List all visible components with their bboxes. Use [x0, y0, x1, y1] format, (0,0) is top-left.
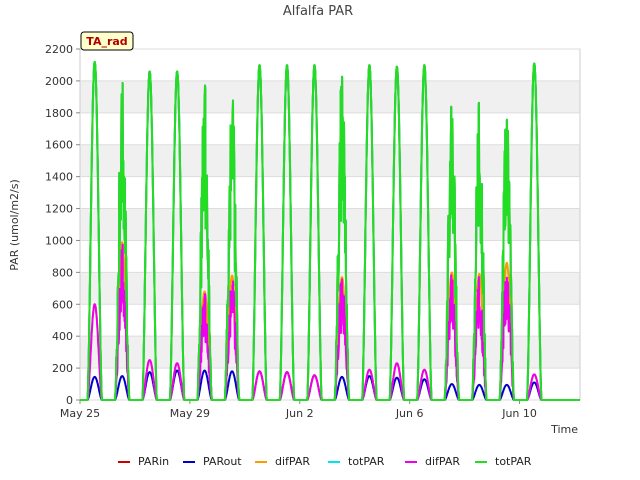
legend-item-3: totPAR — [328, 455, 385, 468]
band — [80, 336, 580, 369]
band — [80, 176, 580, 209]
x-tick-label: May 25 — [60, 407, 100, 420]
y-tick-label: 2200 — [45, 43, 73, 56]
y-tick-label: 1600 — [45, 139, 73, 152]
band — [80, 208, 580, 241]
x-tick-label: May 29 — [170, 407, 210, 420]
band — [80, 272, 580, 305]
legend-item-4: difPAR — [405, 455, 460, 468]
legend-label: difPAR — [425, 455, 460, 468]
band — [80, 304, 580, 337]
legend-label: difPAR — [275, 455, 310, 468]
badge-label: TA_rad — [86, 35, 127, 48]
y-tick-label: 1400 — [45, 171, 73, 184]
legend-label: totPAR — [495, 455, 532, 468]
legend: PARin PARout difPAR totPAR difPAR totPAR — [118, 455, 532, 468]
plot-background — [80, 49, 580, 400]
x-tick-label: Jun 2 — [285, 407, 314, 420]
band — [80, 112, 580, 145]
series-layer — [79, 61, 581, 401]
legend-item-1: PARout — [183, 455, 242, 468]
y-tick-label: 800 — [52, 266, 73, 279]
y-axis: 0 200 400 600 800 1000 1200 1400 1600 1800 2000 220… — [45, 43, 580, 407]
x-axis-label: Time — [550, 423, 578, 436]
band — [80, 80, 580, 113]
series-line-totpar-5 — [79, 61, 581, 401]
y-tick-label: 1200 — [45, 203, 73, 216]
chart-title: Alfalfa PAR — [283, 4, 353, 19]
x-axis: May 25 May 29 Jun 2 Jun 6 Jun 10 — [60, 400, 537, 420]
y-axis-label: PAR (umol/m2/s) — [8, 179, 21, 271]
y-tick-label: 400 — [52, 330, 73, 343]
y-tick-label: 1800 — [45, 107, 73, 120]
y-tick-label: 0 — [66, 394, 73, 407]
y-tick-label: 200 — [52, 362, 73, 375]
legend-label: PARin — [138, 455, 169, 468]
legend-label: PARout — [203, 455, 242, 468]
legend-item-5: totPAR — [475, 455, 532, 468]
ta-rad-badge: TA_rad — [80, 31, 134, 51]
band — [80, 144, 580, 177]
y-tick-label: 600 — [52, 298, 73, 311]
y-tick-label: 2000 — [45, 75, 73, 88]
band — [80, 240, 580, 273]
legend-item-0: PARin — [118, 455, 169, 468]
band — [80, 49, 580, 81]
legend-label: totPAR — [348, 455, 385, 468]
x-tick-label: Jun 10 — [501, 407, 537, 420]
y-tick-label: 1000 — [45, 234, 73, 247]
legend-item-2: difPAR — [255, 455, 310, 468]
band — [80, 368, 580, 400]
x-tick-label: Jun 6 — [395, 407, 424, 420]
